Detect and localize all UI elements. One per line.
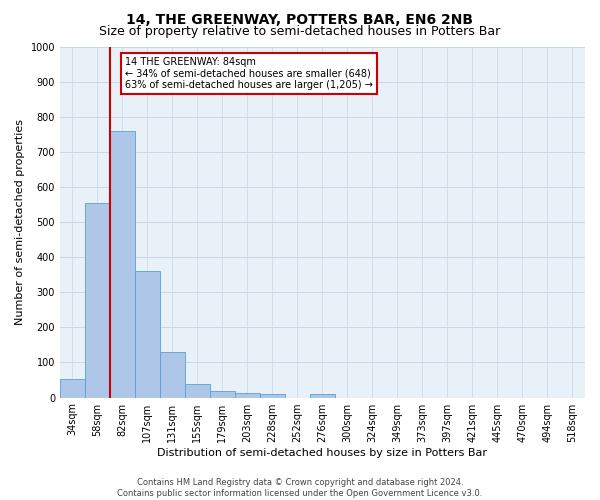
- Text: Size of property relative to semi-detached houses in Potters Bar: Size of property relative to semi-detach…: [100, 25, 500, 38]
- X-axis label: Distribution of semi-detached houses by size in Potters Bar: Distribution of semi-detached houses by …: [157, 448, 487, 458]
- Bar: [185, 384, 210, 398]
- Bar: [310, 394, 335, 398]
- Bar: [210, 392, 235, 398]
- Bar: [135, 271, 160, 398]
- Bar: [110, 131, 135, 398]
- Text: 14, THE GREENWAY, POTTERS BAR, EN6 2NB: 14, THE GREENWAY, POTTERS BAR, EN6 2NB: [127, 12, 473, 26]
- Bar: [235, 393, 260, 398]
- Bar: [85, 204, 110, 398]
- Bar: [260, 394, 285, 398]
- Bar: [60, 380, 85, 398]
- Bar: [160, 352, 185, 398]
- Y-axis label: Number of semi-detached properties: Number of semi-detached properties: [15, 119, 25, 325]
- Text: 14 THE GREENWAY: 84sqm
← 34% of semi-detached houses are smaller (648)
63% of se: 14 THE GREENWAY: 84sqm ← 34% of semi-det…: [125, 57, 373, 90]
- Text: Contains HM Land Registry data © Crown copyright and database right 2024.
Contai: Contains HM Land Registry data © Crown c…: [118, 478, 482, 498]
